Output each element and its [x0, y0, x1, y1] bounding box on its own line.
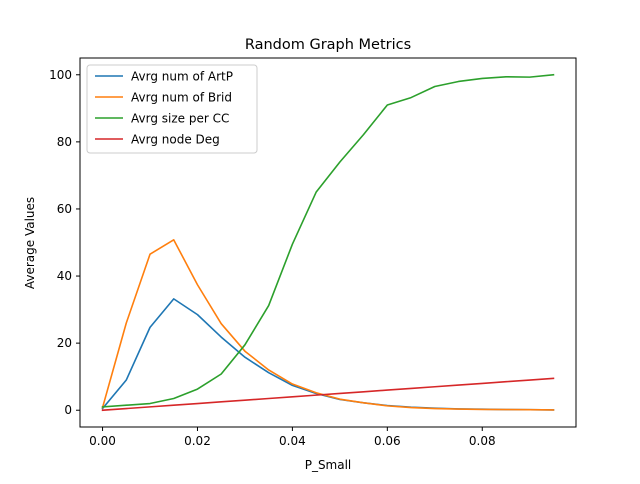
y-axis-label: Average Values	[23, 197, 37, 289]
series-line-1	[101, 239, 555, 411]
legend-label-3: Avrg node Deg	[131, 133, 220, 147]
series-line-3	[101, 377, 555, 412]
y-tick-label: 60	[57, 202, 72, 216]
x-tick-label: 0.06	[374, 434, 401, 448]
y-tick-label: 40	[57, 269, 72, 283]
x-tick-label: 0.04	[279, 434, 306, 448]
x-axis-ticks: 0.00 0.02 0.04 0.06 0.08	[89, 427, 496, 448]
x-tick-label: 0.00	[89, 434, 116, 448]
legend-label-0: Avrg num of ArtP	[131, 70, 233, 84]
x-tick-label: 0.08	[469, 434, 496, 448]
x-axis-label: P_Small	[305, 458, 352, 472]
y-tick-label: 20	[57, 336, 72, 350]
y-tick-label: 80	[57, 135, 72, 149]
legend: Avrg num of ArtP Avrg num of Brid Avrg siz…	[86, 64, 258, 154]
series-lines	[101, 73, 555, 412]
x-tick-label: 0.02	[184, 434, 211, 448]
legend-box	[86, 64, 258, 154]
series-line-2	[101, 73, 555, 408]
legend-label-1: Avrg num of Brid	[131, 91, 232, 105]
chart-title: Random Graph Metrics	[245, 37, 411, 53]
y-axis-ticks: 0 20 40 60 80 100	[49, 68, 80, 417]
legend-label-2: Avrg size per CC	[131, 112, 229, 126]
y-tick-label: 0	[64, 403, 72, 417]
plot-frame	[79, 57, 577, 428]
y-tick-label: 100	[49, 68, 72, 82]
